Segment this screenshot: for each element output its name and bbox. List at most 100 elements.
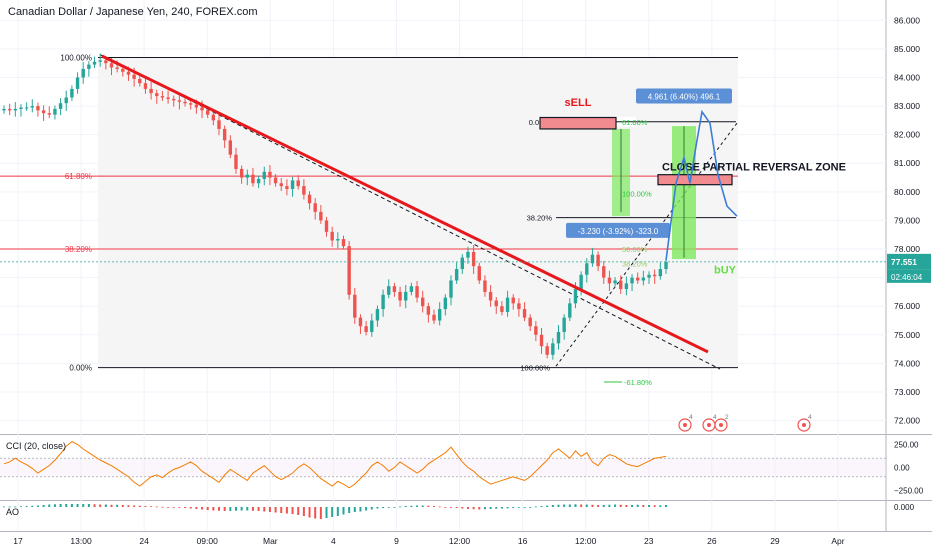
candle-body [262,171,266,179]
candle-body [477,266,481,281]
candle-body [200,107,204,111]
candle-body [641,277,646,281]
candle-body [285,186,289,189]
candle-body [505,297,510,312]
candle-body [488,291,493,301]
candle-body [528,317,532,327]
candle-body [149,88,153,94]
ao-bar [161,506,164,508]
candle-body [647,274,651,278]
ao-bar [195,507,198,509]
ao-bar [591,504,594,507]
ao-bar [42,505,45,507]
ao-bar [234,507,237,511]
ao-bar [82,504,85,507]
ao-bar [14,506,17,508]
candle-body [347,246,351,295]
candle-body [443,297,448,310]
candle-body [658,269,663,277]
ao-bar [36,505,39,507]
ao-bar [534,506,537,508]
ao-bar [636,504,639,507]
ao-bar [506,507,509,509]
x-tick-label: 26 [707,536,717,546]
ao-bar [608,504,611,507]
candle-body [302,186,306,195]
ao-bar [489,507,492,509]
candle-body [47,113,51,115]
ao-bar [512,507,515,508]
candle-body [87,64,91,69]
ao-title: AO [6,507,19,517]
candle-body [460,257,465,270]
candle-body [13,108,18,111]
candle-body [30,106,34,108]
candle-body [636,277,640,281]
ao-bar [25,506,28,507]
ao-bar [319,507,322,519]
candle-body [290,180,295,189]
ao-bar [500,507,503,509]
ao-bar [399,506,402,508]
candle-body [454,269,459,281]
measure-down-box [566,222,670,238]
candle-body [75,77,80,89]
candle-body [273,177,278,184]
ao-bar [184,507,187,508]
ao-bar [427,505,430,507]
candle-body [437,309,442,321]
cci-y-tick: 0.00 [894,464,910,473]
fib-extension-label: 61.80% [622,118,648,127]
candle-body [138,78,142,84]
ao-bar [602,505,605,507]
ao-y-tick: 0.000 [894,503,915,512]
x-tick-label: 09:00 [197,536,219,546]
candle-body [483,280,487,292]
candle-body [534,326,538,335]
candle-body [409,286,414,292]
ao-bar [421,505,424,507]
ao-bar [416,505,419,507]
ao-bar [449,507,452,508]
x-tick-label: 17 [13,536,23,546]
candle-body [494,300,498,307]
ao-bar [48,504,51,507]
ao-bar [302,507,305,516]
candle-body [307,194,312,204]
event-badge-count: 4 [713,414,717,421]
ao-bar [65,504,68,507]
x-tick-label: 9 [394,536,399,546]
candle-body [234,154,238,169]
candle-body [268,171,272,178]
cci-y-tick: −250.00 [894,487,924,496]
ao-bar [127,505,130,507]
ao-bar [246,507,249,511]
ao-bar [580,504,583,507]
red-trend-line [101,54,709,354]
candle-body [630,277,634,284]
ao-bar [99,504,102,507]
candle-body [166,97,170,99]
ao-bar [625,505,628,507]
candle-body [545,346,549,355]
ao-bar [116,504,119,507]
x-tick-label: 24 [139,536,149,546]
buy-label: bUY [714,264,737,276]
ao-bar [133,505,136,507]
ao-bar [3,506,5,508]
ao-bar [370,507,373,510]
candle-body [36,106,40,111]
y-tick-label: 78.000 [894,244,920,254]
cci-line [3,441,667,489]
candle-body [387,286,391,295]
candle-body [421,297,425,307]
measure-up-box [636,88,732,104]
candle-body [104,60,108,64]
fib-extension-label: 100.00% [520,364,550,373]
event-badge-count: 2 [725,414,729,421]
fib-extension-label: 50.00% [622,245,648,254]
ao-bar [263,507,266,512]
ao-bar [365,507,368,511]
event-badge-dot [802,423,806,427]
